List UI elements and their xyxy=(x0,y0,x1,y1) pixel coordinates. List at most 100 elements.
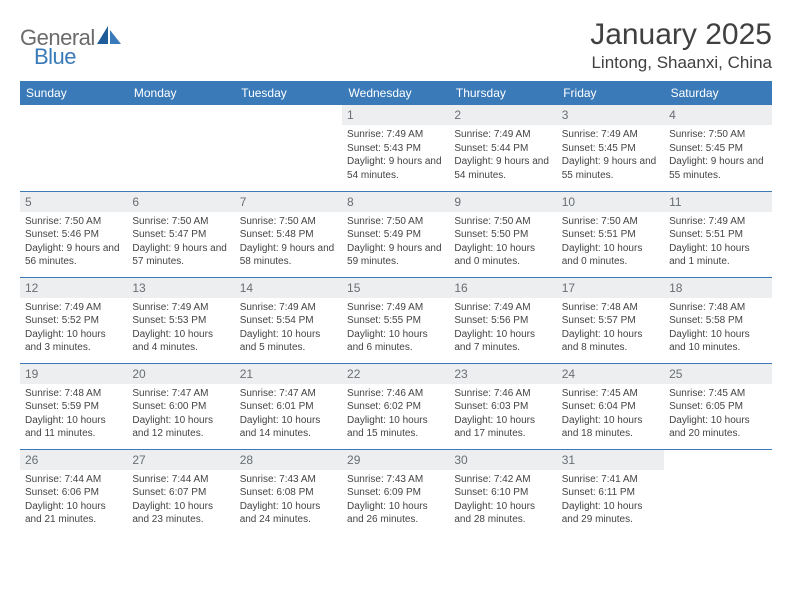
calendar-cell: 28Sunrise: 7:43 AMSunset: 6:08 PMDayligh… xyxy=(235,449,342,535)
daylight-text: Daylight: 10 hours and 15 minutes. xyxy=(347,414,444,441)
calendar-cell: 7Sunrise: 7:50 AMSunset: 5:48 PMDaylight… xyxy=(235,191,342,277)
sunset-text: Sunset: 5:56 PM xyxy=(454,314,551,328)
daylight-text: Daylight: 10 hours and 1 minute. xyxy=(669,242,766,269)
day-details: Sunrise: 7:50 AMSunset: 5:50 PMDaylight:… xyxy=(449,212,556,273)
daylight-text: Daylight: 10 hours and 11 minutes. xyxy=(25,414,122,441)
day-number: 16 xyxy=(449,278,556,298)
daylight-text: Daylight: 10 hours and 18 minutes. xyxy=(562,414,659,441)
daylight-text: Daylight: 10 hours and 0 minutes. xyxy=(562,242,659,269)
day-header: Wednesday xyxy=(342,81,449,105)
daylight-text: Daylight: 10 hours and 21 minutes. xyxy=(25,500,122,527)
day-number: 4 xyxy=(664,105,771,125)
calendar-cell xyxy=(235,105,342,191)
daylight-text: Daylight: 10 hours and 17 minutes. xyxy=(454,414,551,441)
day-details: Sunrise: 7:50 AMSunset: 5:48 PMDaylight:… xyxy=(235,212,342,273)
day-details: Sunrise: 7:50 AMSunset: 5:45 PMDaylight:… xyxy=(664,125,771,186)
header: General Blue January 2025 Lintong, Shaan… xyxy=(20,18,772,73)
day-details: Sunrise: 7:49 AMSunset: 5:44 PMDaylight:… xyxy=(449,125,556,186)
sail-icon xyxy=(95,24,123,51)
sunrise-text: Sunrise: 7:50 AM xyxy=(454,215,551,229)
calendar-cell: 31Sunrise: 7:41 AMSunset: 6:11 PMDayligh… xyxy=(557,449,664,535)
calendar-cell: 20Sunrise: 7:47 AMSunset: 6:00 PMDayligh… xyxy=(127,363,234,449)
day-number: 14 xyxy=(235,278,342,298)
calendar-cell xyxy=(664,449,771,535)
sunset-text: Sunset: 5:51 PM xyxy=(669,228,766,242)
day-number: 27 xyxy=(127,450,234,470)
sunrise-text: Sunrise: 7:50 AM xyxy=(562,215,659,229)
day-number: 7 xyxy=(235,192,342,212)
sunset-text: Sunset: 5:53 PM xyxy=(132,314,229,328)
day-number: 31 xyxy=(557,450,664,470)
calendar-cell: 5Sunrise: 7:50 AMSunset: 5:46 PMDaylight… xyxy=(20,191,127,277)
sunset-text: Sunset: 6:02 PM xyxy=(347,400,444,414)
day-details: Sunrise: 7:46 AMSunset: 6:03 PMDaylight:… xyxy=(449,384,556,445)
daylight-text: Daylight: 10 hours and 12 minutes. xyxy=(132,414,229,441)
sunset-text: Sunset: 5:46 PM xyxy=(25,228,122,242)
daylight-text: Daylight: 10 hours and 6 minutes. xyxy=(347,328,444,355)
daylight-text: Daylight: 10 hours and 5 minutes. xyxy=(240,328,337,355)
day-details: Sunrise: 7:50 AMSunset: 5:46 PMDaylight:… xyxy=(20,212,127,273)
daylight-text: Daylight: 10 hours and 0 minutes. xyxy=(454,242,551,269)
day-header: Thursday xyxy=(449,81,556,105)
sunrise-text: Sunrise: 7:50 AM xyxy=(240,215,337,229)
sunset-text: Sunset: 6:00 PM xyxy=(132,400,229,414)
calendar-cell: 10Sunrise: 7:50 AMSunset: 5:51 PMDayligh… xyxy=(557,191,664,277)
day-details: Sunrise: 7:45 AMSunset: 6:04 PMDaylight:… xyxy=(557,384,664,445)
sunrise-text: Sunrise: 7:49 AM xyxy=(25,301,122,315)
day-header: Friday xyxy=(557,81,664,105)
calendar-cell: 12Sunrise: 7:49 AMSunset: 5:52 PMDayligh… xyxy=(20,277,127,363)
sunset-text: Sunset: 5:47 PM xyxy=(132,228,229,242)
sunrise-text: Sunrise: 7:42 AM xyxy=(454,473,551,487)
sunset-text: Sunset: 5:43 PM xyxy=(347,142,444,156)
day-details: Sunrise: 7:49 AMSunset: 5:54 PMDaylight:… xyxy=(235,298,342,359)
daylight-text: Daylight: 10 hours and 28 minutes. xyxy=(454,500,551,527)
day-details: Sunrise: 7:50 AMSunset: 5:51 PMDaylight:… xyxy=(557,212,664,273)
sunset-text: Sunset: 5:54 PM xyxy=(240,314,337,328)
day-details: Sunrise: 7:42 AMSunset: 6:10 PMDaylight:… xyxy=(449,470,556,531)
sunrise-text: Sunrise: 7:45 AM xyxy=(562,387,659,401)
day-number: 10 xyxy=(557,192,664,212)
day-number: 13 xyxy=(127,278,234,298)
calendar-cell: 9Sunrise: 7:50 AMSunset: 5:50 PMDaylight… xyxy=(449,191,556,277)
title-block: January 2025 Lintong, Shaanxi, China xyxy=(590,18,772,73)
sunset-text: Sunset: 5:49 PM xyxy=(347,228,444,242)
day-header: Tuesday xyxy=(235,81,342,105)
calendar-cell: 30Sunrise: 7:42 AMSunset: 6:10 PMDayligh… xyxy=(449,449,556,535)
sunrise-text: Sunrise: 7:44 AM xyxy=(132,473,229,487)
sunset-text: Sunset: 6:01 PM xyxy=(240,400,337,414)
calendar-row: 19Sunrise: 7:48 AMSunset: 5:59 PMDayligh… xyxy=(20,363,772,449)
daylight-text: Daylight: 10 hours and 29 minutes. xyxy=(562,500,659,527)
sunset-text: Sunset: 5:48 PM xyxy=(240,228,337,242)
brand-name-part2-wrap: Blue xyxy=(34,44,76,70)
day-header: Sunday xyxy=(20,81,127,105)
calendar-row: 1Sunrise: 7:49 AMSunset: 5:43 PMDaylight… xyxy=(20,105,772,191)
sunset-text: Sunset: 5:50 PM xyxy=(454,228,551,242)
calendar-cell: 24Sunrise: 7:45 AMSunset: 6:04 PMDayligh… xyxy=(557,363,664,449)
day-details: Sunrise: 7:47 AMSunset: 6:00 PMDaylight:… xyxy=(127,384,234,445)
calendar-cell: 27Sunrise: 7:44 AMSunset: 6:07 PMDayligh… xyxy=(127,449,234,535)
sunrise-text: Sunrise: 7:49 AM xyxy=(454,128,551,142)
sunset-text: Sunset: 5:57 PM xyxy=(562,314,659,328)
daylight-text: Daylight: 9 hours and 55 minutes. xyxy=(562,155,659,182)
calendar-cell: 15Sunrise: 7:49 AMSunset: 5:55 PMDayligh… xyxy=(342,277,449,363)
day-number: 25 xyxy=(664,364,771,384)
day-details: Sunrise: 7:44 AMSunset: 6:06 PMDaylight:… xyxy=(20,470,127,531)
sunset-text: Sunset: 6:09 PM xyxy=(347,486,444,500)
sunset-text: Sunset: 5:51 PM xyxy=(562,228,659,242)
calendar-cell xyxy=(20,105,127,191)
sunset-text: Sunset: 6:06 PM xyxy=(25,486,122,500)
sunrise-text: Sunrise: 7:49 AM xyxy=(132,301,229,315)
day-header: Saturday xyxy=(664,81,771,105)
day-details: Sunrise: 7:43 AMSunset: 6:09 PMDaylight:… xyxy=(342,470,449,531)
day-number: 3 xyxy=(557,105,664,125)
calendar-table: Sunday Monday Tuesday Wednesday Thursday… xyxy=(20,81,772,535)
sunset-text: Sunset: 5:55 PM xyxy=(347,314,444,328)
day-details: Sunrise: 7:46 AMSunset: 6:02 PMDaylight:… xyxy=(342,384,449,445)
day-number: 30 xyxy=(449,450,556,470)
calendar-cell: 11Sunrise: 7:49 AMSunset: 5:51 PMDayligh… xyxy=(664,191,771,277)
daylight-text: Daylight: 10 hours and 23 minutes. xyxy=(132,500,229,527)
day-number: 21 xyxy=(235,364,342,384)
day-number: 28 xyxy=(235,450,342,470)
day-details: Sunrise: 7:44 AMSunset: 6:07 PMDaylight:… xyxy=(127,470,234,531)
calendar-row: 5Sunrise: 7:50 AMSunset: 5:46 PMDaylight… xyxy=(20,191,772,277)
